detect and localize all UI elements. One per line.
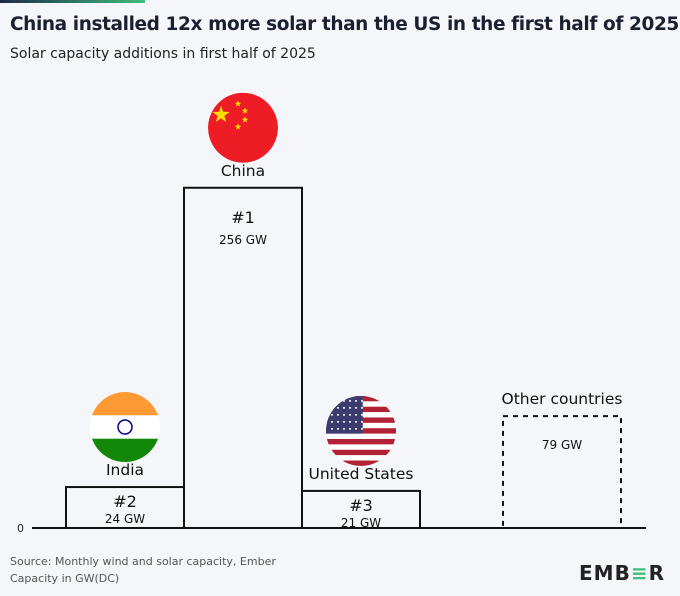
- category-label: India: [106, 461, 144, 479]
- value-label: 256 GW: [219, 233, 267, 247]
- bar-group: China #1 256 GW: [183, 92, 303, 529]
- bar: [502, 415, 622, 529]
- chart-subtitle: Solar capacity additions in first half o…: [10, 46, 316, 62]
- bar-group: Other countries 79 GW: [502, 390, 623, 529]
- china-flag-icon: [208, 92, 278, 163]
- value-label: 24 GW: [105, 512, 145, 526]
- y-tick-label: 0: [17, 522, 24, 535]
- rank-label: #2: [113, 492, 137, 511]
- units-note: Capacity in GW(DC): [10, 572, 120, 585]
- source-note: Source: Monthly wind and solar capacity,…: [10, 555, 276, 568]
- usa-flag-icon: [326, 395, 396, 466]
- india-flag-icon: [90, 392, 160, 463]
- rank-label: #3: [349, 496, 373, 515]
- accent-bar: [0, 0, 145, 3]
- category-label: United States: [309, 465, 414, 483]
- rank-label: #1: [231, 208, 255, 227]
- bar: [183, 186, 303, 529]
- bar: [301, 489, 421, 530]
- bar-group: India #224 GW: [65, 392, 185, 530]
- category-label: China: [221, 162, 265, 180]
- bar-group: United States #321 GW: [301, 395, 421, 530]
- category-label: Other countries: [502, 390, 623, 408]
- footer: Source: Monthly wind and solar capacity,…: [10, 553, 276, 587]
- value-label: 79 GW: [542, 438, 582, 452]
- ember-logo: EMB≡R: [579, 561, 665, 585]
- chart-title: China installed 12x more solar than the …: [10, 14, 679, 35]
- value-label: 21 GW: [341, 516, 381, 530]
